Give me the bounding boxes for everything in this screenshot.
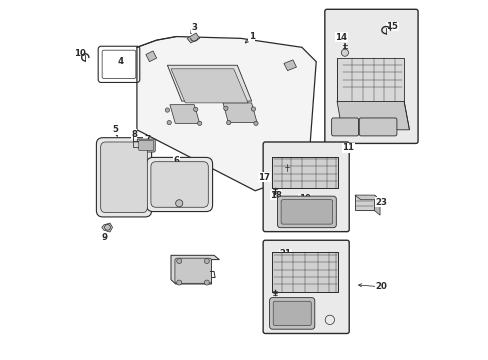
Circle shape	[204, 258, 209, 264]
FancyBboxPatch shape	[96, 138, 151, 217]
FancyBboxPatch shape	[101, 142, 147, 213]
Text: 18: 18	[269, 190, 282, 199]
FancyBboxPatch shape	[151, 162, 208, 207]
Polygon shape	[137, 37, 316, 191]
Polygon shape	[169, 105, 199, 123]
FancyBboxPatch shape	[139, 140, 153, 150]
FancyBboxPatch shape	[137, 139, 155, 152]
Text: 19: 19	[298, 194, 310, 203]
Text: 14: 14	[335, 33, 346, 42]
Circle shape	[193, 107, 198, 112]
FancyBboxPatch shape	[359, 118, 396, 136]
Circle shape	[253, 121, 258, 126]
Polygon shape	[354, 195, 373, 211]
Text: 4: 4	[118, 57, 123, 66]
Text: 1: 1	[248, 32, 254, 41]
Polygon shape	[336, 101, 408, 130]
Circle shape	[223, 106, 227, 111]
Polygon shape	[223, 103, 257, 123]
Text: 10: 10	[74, 49, 85, 58]
Polygon shape	[102, 223, 112, 232]
Circle shape	[167, 121, 171, 125]
Text: 9: 9	[102, 233, 107, 242]
Polygon shape	[354, 195, 379, 200]
Text: 3: 3	[191, 23, 197, 32]
Text: 6: 6	[173, 156, 179, 165]
Text: 23: 23	[375, 198, 386, 207]
Text: 7: 7	[143, 135, 150, 144]
FancyBboxPatch shape	[269, 298, 314, 329]
FancyBboxPatch shape	[175, 258, 211, 283]
Polygon shape	[403, 101, 408, 130]
Circle shape	[176, 258, 182, 264]
Text: 12: 12	[332, 118, 344, 127]
Text: 11: 11	[342, 143, 354, 152]
FancyBboxPatch shape	[263, 240, 348, 333]
Text: 20: 20	[375, 282, 386, 291]
Polygon shape	[171, 255, 219, 284]
Polygon shape	[171, 69, 247, 103]
Text: 13: 13	[381, 112, 392, 121]
Circle shape	[251, 107, 255, 111]
Polygon shape	[336, 58, 403, 101]
Text: 5: 5	[112, 125, 118, 134]
FancyBboxPatch shape	[263, 142, 348, 231]
Text: 2: 2	[293, 163, 299, 172]
FancyBboxPatch shape	[324, 9, 417, 143]
Circle shape	[165, 108, 169, 112]
Polygon shape	[272, 252, 338, 292]
Polygon shape	[272, 157, 338, 188]
Text: 15: 15	[386, 22, 397, 31]
Polygon shape	[284, 60, 296, 71]
Polygon shape	[145, 51, 156, 62]
FancyBboxPatch shape	[273, 301, 310, 325]
FancyBboxPatch shape	[146, 157, 212, 212]
Circle shape	[341, 49, 348, 56]
FancyBboxPatch shape	[277, 196, 336, 228]
FancyBboxPatch shape	[281, 200, 332, 224]
Circle shape	[176, 280, 182, 285]
Polygon shape	[187, 33, 199, 43]
FancyBboxPatch shape	[331, 118, 358, 136]
Polygon shape	[373, 195, 379, 215]
Text: 16: 16	[177, 262, 189, 271]
Circle shape	[175, 200, 183, 207]
Text: 8: 8	[131, 130, 137, 139]
Circle shape	[197, 121, 202, 126]
Text: 22: 22	[290, 307, 302, 316]
Text: 21: 21	[279, 249, 291, 258]
Text: 17: 17	[258, 173, 270, 182]
Polygon shape	[167, 65, 251, 101]
Circle shape	[204, 280, 209, 285]
Circle shape	[226, 121, 230, 125]
